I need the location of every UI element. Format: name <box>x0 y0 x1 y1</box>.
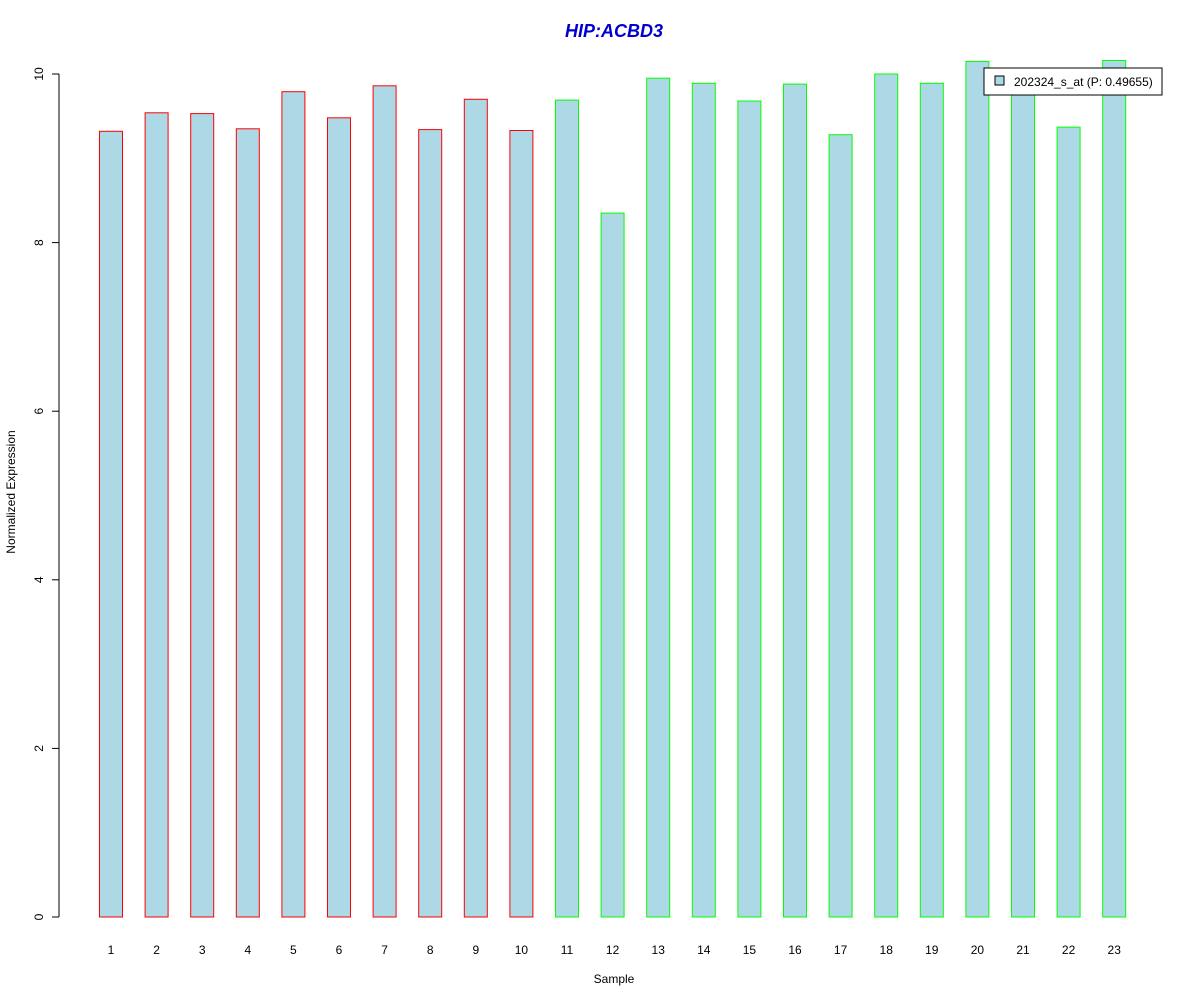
x-axis-tick-label: 4 <box>244 943 251 957</box>
bar-sample-2 <box>144 112 169 918</box>
x-axis-tick-label: 17 <box>834 943 848 957</box>
x-axis-tick-label: 7 <box>381 943 388 957</box>
y-axis-tick-label: 2 <box>32 745 46 752</box>
bar-sample-4 <box>235 128 260 918</box>
bars <box>99 60 1127 918</box>
bar-sample-6 <box>327 117 351 918</box>
bar-sample-13 <box>646 77 671 918</box>
bar-sample-18 <box>874 73 899 918</box>
bar-sample-8 <box>418 129 443 918</box>
bar-sample-10 <box>509 130 534 918</box>
x-axis-tick-label: 21 <box>1016 943 1030 957</box>
x-axis-tick-label: 6 <box>336 943 343 957</box>
x-axis-tick-label: 23 <box>1108 943 1122 957</box>
bar-sample-5 <box>281 91 306 918</box>
x-axis-tick-label: 16 <box>788 943 802 957</box>
legend-label: 202324_s_at (P: 0.49655) <box>1014 75 1153 89</box>
bar-sample-14 <box>691 82 716 918</box>
bar-sample-21 <box>1011 90 1035 918</box>
bar-sample-22 <box>1056 126 1081 918</box>
y-axis-tick-label: 4 <box>32 576 46 583</box>
x-axis-tick-label: 19 <box>925 943 939 957</box>
x-axis-tick-labels: 1 2 3 4 5 6 7 8 9 10 11 12 13 14 15 16 17 18 19 20 21 22 23 <box>108 943 1122 957</box>
x-axis-tick-label: 10 <box>515 943 529 957</box>
bar-sample-9 <box>463 98 488 918</box>
x-axis-tick-label: 9 <box>472 943 479 957</box>
x-axis-tick-label: 13 <box>652 943 666 957</box>
x-axis-tick-label: 3 <box>199 943 206 957</box>
x-axis-tick-label: 15 <box>743 943 757 957</box>
bar-sample-16 <box>783 83 807 918</box>
x-axis-tick-label: 5 <box>290 943 297 957</box>
y-axis-tick-label: 6 <box>32 408 46 415</box>
bar-sample-7 <box>372 85 397 918</box>
y-axis-tick-label: 0 <box>32 913 46 920</box>
bar-sample-12 <box>600 212 625 918</box>
x-axis-tick-label: 8 <box>427 943 434 957</box>
y-axis-label: Normalized Expression <box>4 430 18 553</box>
x-axis-tick-label: 14 <box>697 943 711 957</box>
legend: 202324_s_at (P: 0.49655) <box>983 67 1163 96</box>
legend-box <box>983 67 1163 96</box>
bar-sample-17 <box>828 134 853 918</box>
x-axis-tick-label: 18 <box>880 943 894 957</box>
x-axis-tick-label: 11 <box>561 943 574 957</box>
x-axis-label: Sample <box>594 972 635 986</box>
bar-sample-11 <box>555 99 579 918</box>
bar-sample-23 <box>1102 60 1127 918</box>
bar-sample-20 <box>965 60 990 918</box>
y-axis-tick-label: 10 <box>32 67 46 81</box>
y-axis: 0 2 4 6 8 10 <box>32 67 60 920</box>
x-axis-tick-label: 2 <box>153 943 160 957</box>
x-axis-tick-label: 20 <box>971 943 985 957</box>
chart-title: HIP:ACBD3 <box>565 21 663 41</box>
legend-swatch <box>994 75 1005 86</box>
x-axis-tick-label: 22 <box>1062 943 1076 957</box>
y-axis-tick-label: 8 <box>32 239 46 246</box>
bar-sample-1 <box>99 130 123 918</box>
x-axis-tick-label: 1 <box>108 943 115 957</box>
bar-sample-3 <box>190 113 215 918</box>
bar-sample-19 <box>919 82 944 918</box>
bar-sample-15 <box>737 100 762 918</box>
x-axis-tick-label: 12 <box>606 943 620 957</box>
